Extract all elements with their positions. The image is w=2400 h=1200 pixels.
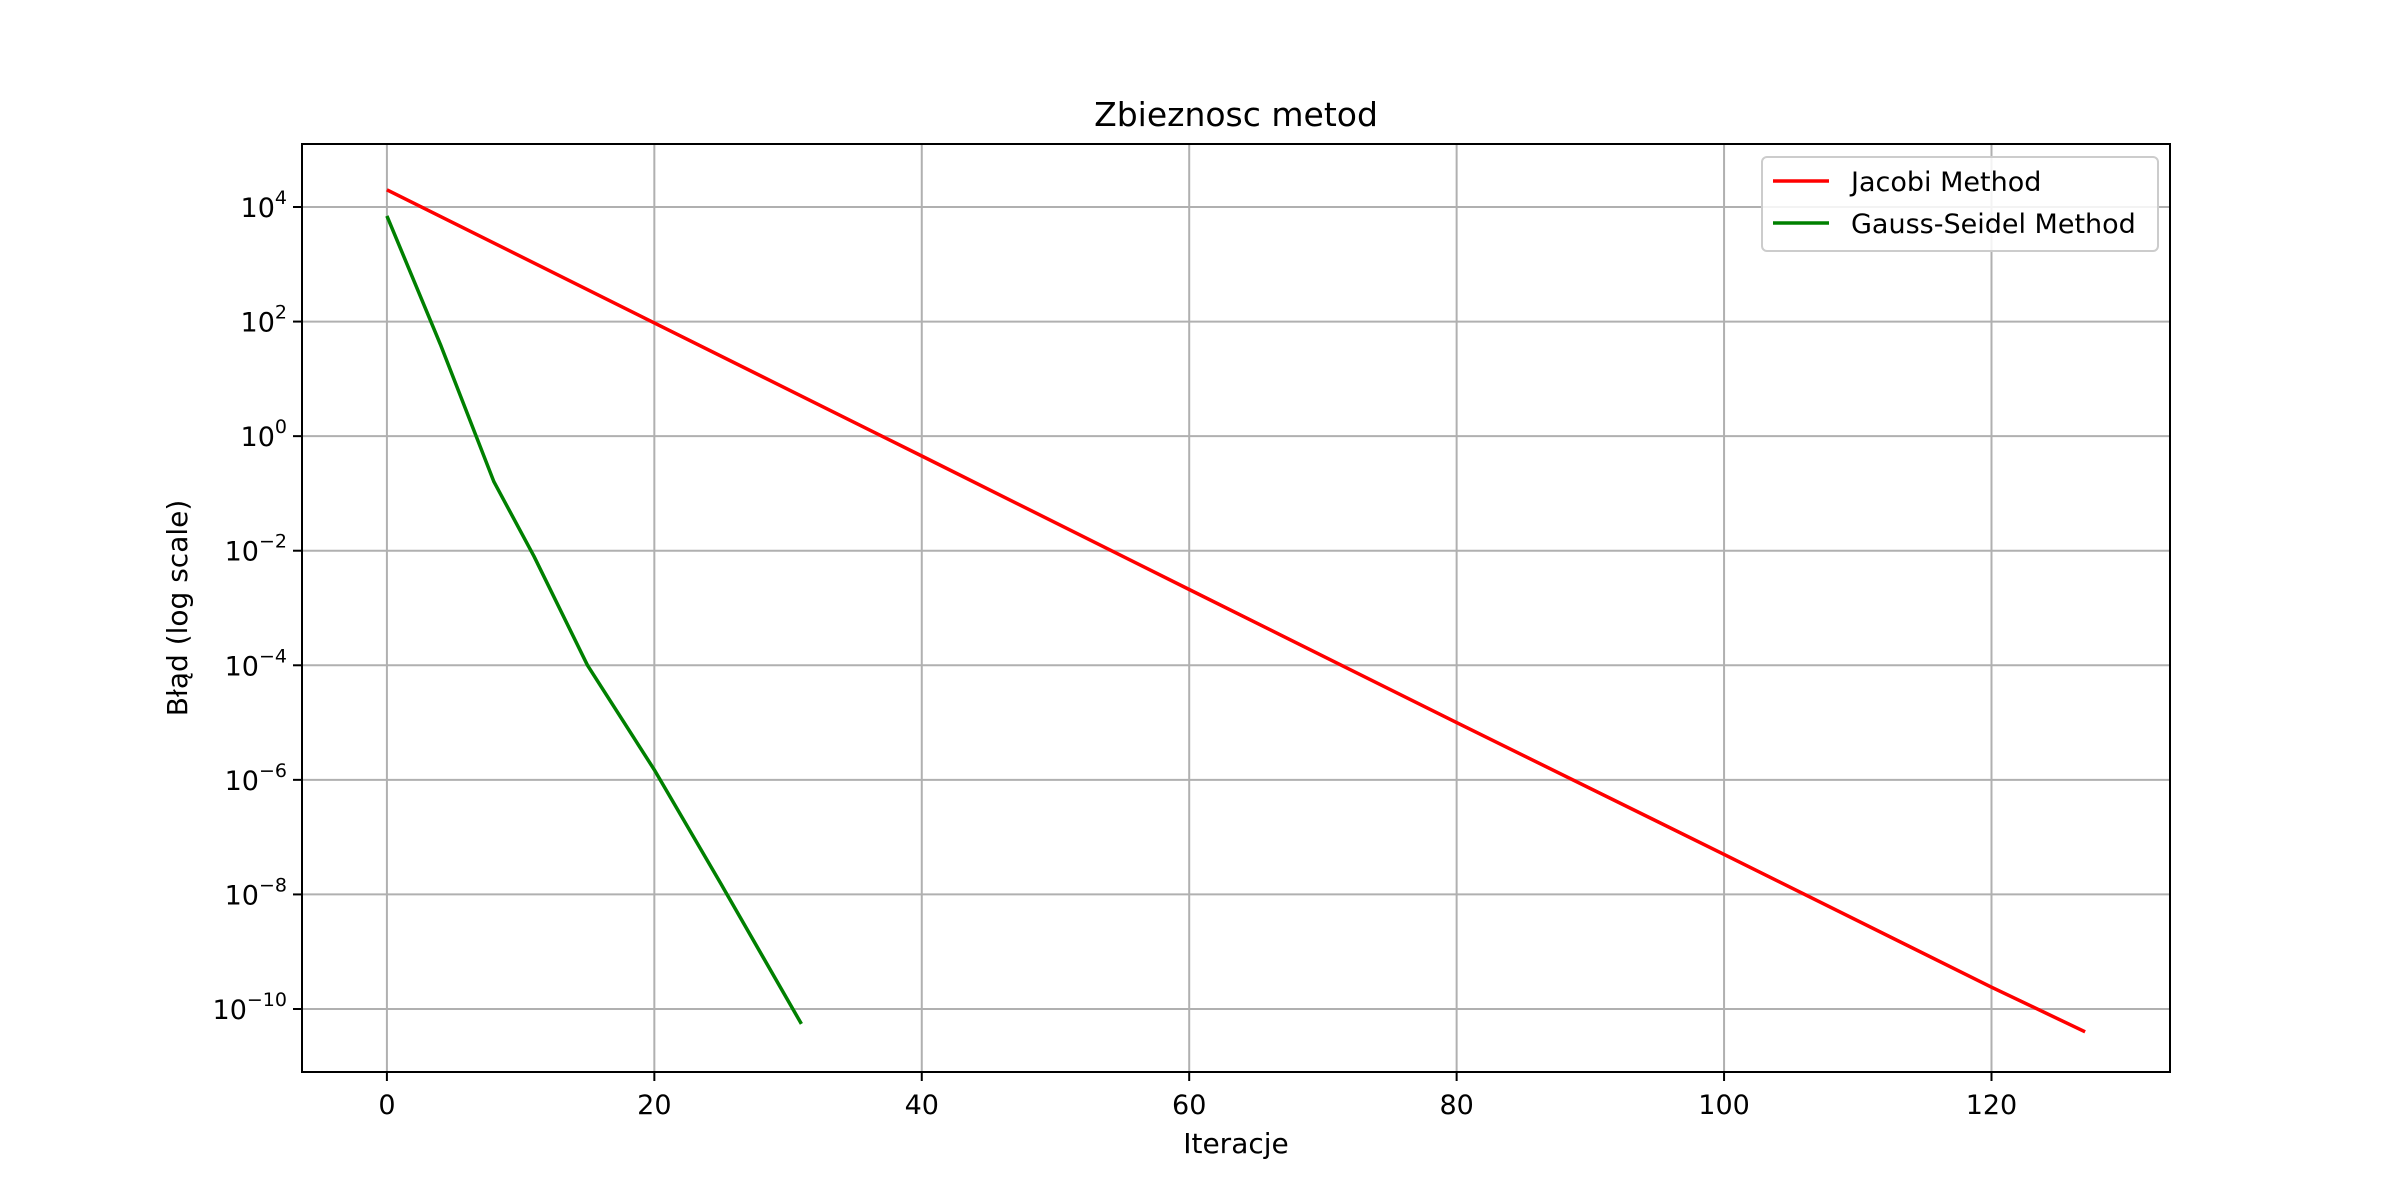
y-tick-label: 102 (241, 302, 287, 339)
series-layer (385, 188, 2086, 1034)
x-tick-label: 60 (1172, 1090, 1206, 1121)
legend-label-gauss-seidel: Gauss-Seidel Method (1851, 209, 2136, 240)
x-tick-label: 100 (1698, 1090, 1750, 1121)
x-tick-label: 20 (637, 1090, 671, 1121)
y-tick-label: 10−10 (213, 989, 287, 1026)
series-line-jacobi (386, 188, 2086, 1034)
y-tick-label: 10−6 (225, 760, 287, 797)
ticks: 0 20 40 60 80 100 120 104 102 100 10−2 10−4 10−6 10−8… (213, 187, 2018, 1121)
plot-frame (301, 143, 2171, 1073)
x-tick-label: 80 (1439, 1090, 1473, 1121)
y-tick-label: 104 (241, 187, 287, 224)
y-tick-label: 10−4 (225, 645, 287, 682)
x-tick-label: 120 (1966, 1090, 2018, 1121)
x-axis-label: Iteracje (1183, 1127, 1289, 1160)
chart-title: Zbieznosc metod (1094, 95, 1378, 134)
y-tick-label: 10−2 (225, 531, 287, 568)
y-tick-label: 100 (241, 416, 287, 453)
y-tick-label: 10−8 (225, 874, 287, 911)
series-line-gauss-seidel (385, 215, 803, 1025)
y-axis-label: Błąd (log scale) (161, 500, 194, 717)
legend: Jacobi Method Gauss-Seidel Method (1761, 156, 2159, 252)
grid (302, 144, 2170, 1072)
legend-box (1761, 156, 2159, 252)
legend-label-jacobi: Jacobi Method (1849, 167, 2041, 198)
x-tick-label: 40 (905, 1090, 939, 1121)
x-tick-label: 0 (378, 1090, 395, 1121)
